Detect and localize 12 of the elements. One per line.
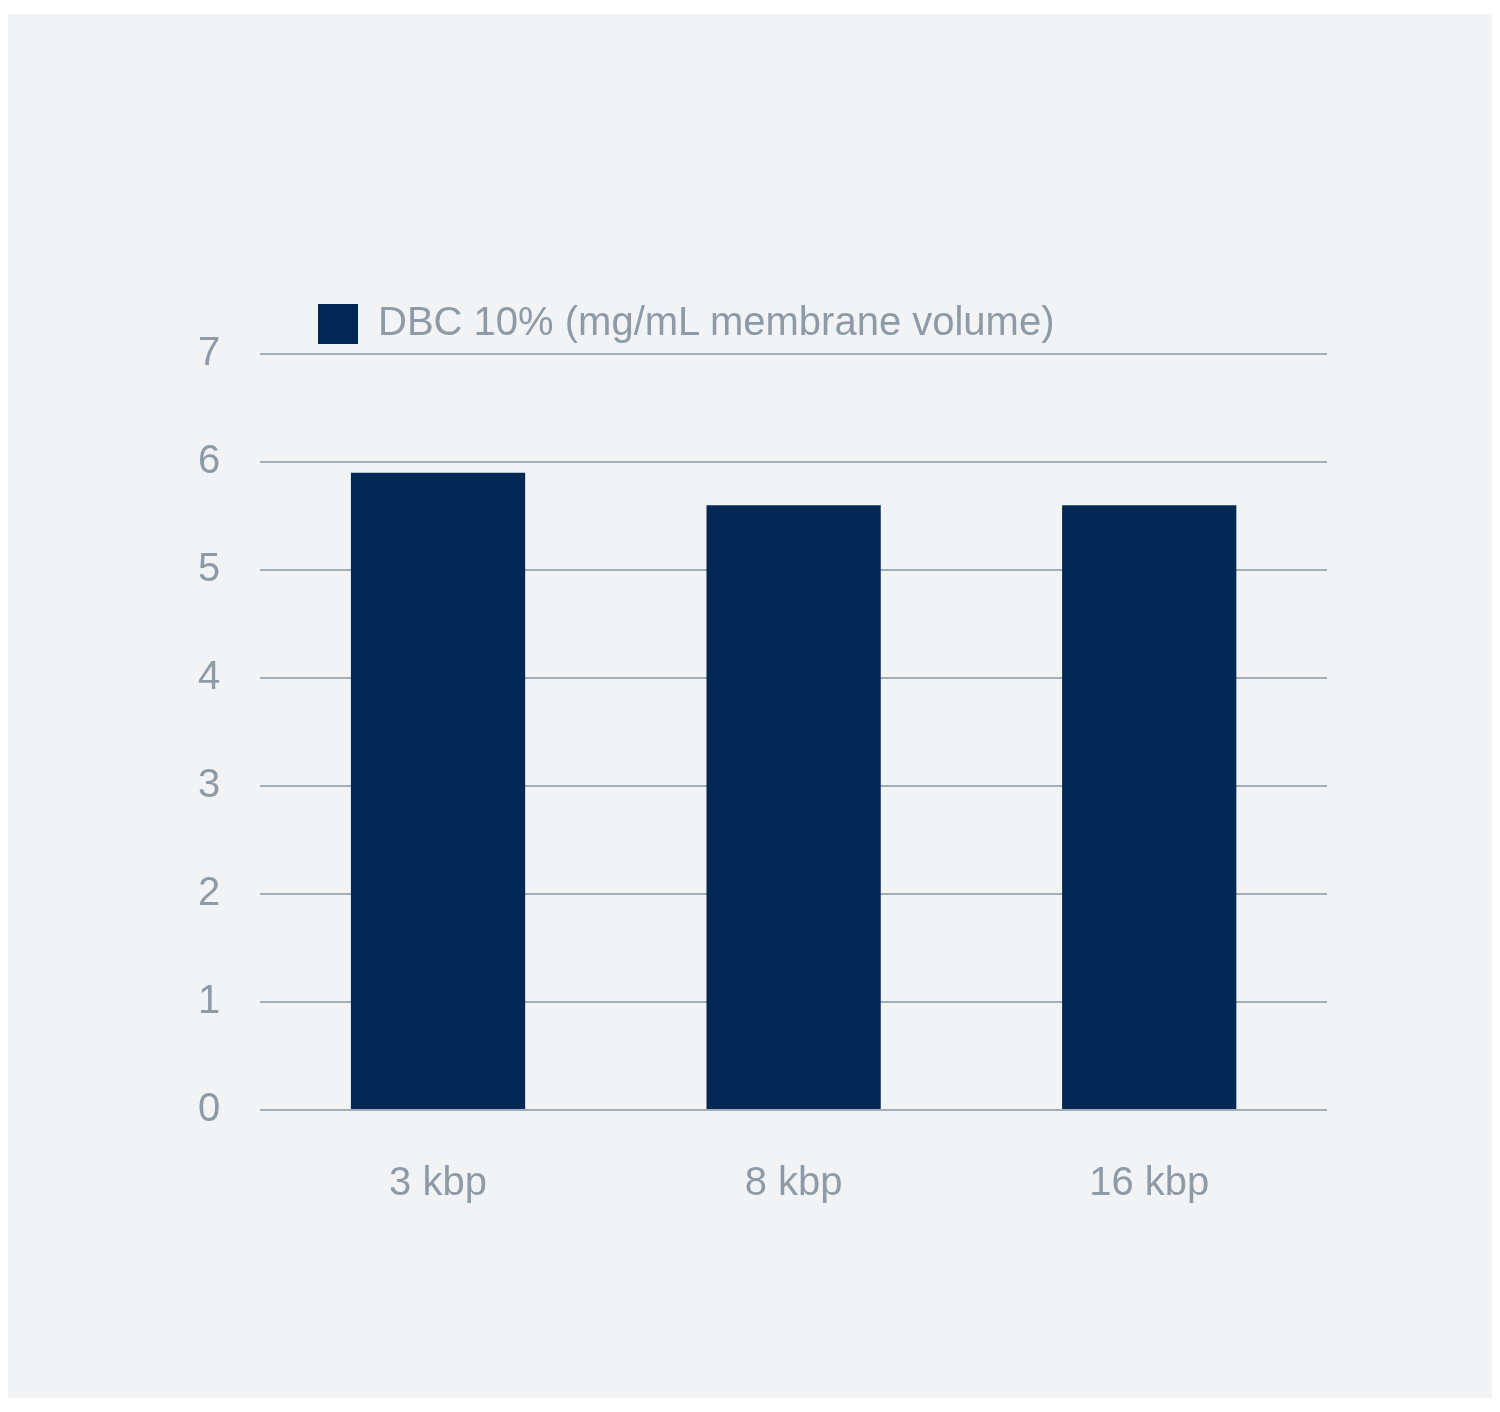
y-tick-label: 4 bbox=[198, 653, 221, 698]
legend-label: DBC 10% (mg/mL membrane volume) bbox=[378, 299, 1055, 344]
y-tick-label: 2 bbox=[198, 869, 221, 914]
y-tick-label: 3 bbox=[198, 761, 221, 806]
y-tick-label: 6 bbox=[198, 437, 221, 482]
x-tick-label: 16 kbp bbox=[1089, 1159, 1210, 1204]
x-tick-label: 3 kbp bbox=[389, 1159, 487, 1204]
y-tick-label: 1 bbox=[198, 977, 221, 1022]
x-tick-label: 8 kbp bbox=[744, 1159, 843, 1204]
y-tick-label: 5 bbox=[198, 545, 221, 590]
y-tick-label: 7 bbox=[198, 329, 221, 374]
y-tick-label: 0 bbox=[198, 1085, 221, 1130]
